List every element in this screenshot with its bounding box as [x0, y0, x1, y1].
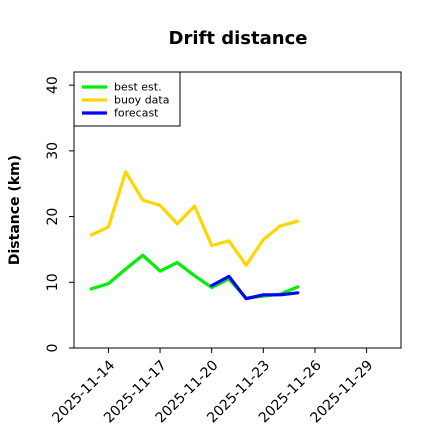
y-tick-label: 10: [45, 273, 61, 291]
series-line-best-est-: [91, 255, 298, 298]
x-axis: 2025-11-142025-11-172025-11-202025-11-23…: [49, 348, 376, 426]
y-axis-title: Distance (km): [7, 155, 23, 265]
y-tick-label: 20: [45, 208, 61, 226]
legend-label: forecast: [114, 107, 159, 120]
series-line-forecast: [212, 276, 298, 298]
legend-label: buoy data: [114, 94, 169, 107]
y-tick-label: 40: [45, 76, 61, 94]
series-line-buoy-data: [91, 172, 298, 265]
chart-title: Drift distance: [169, 28, 308, 49]
legend-label: best est.: [114, 81, 162, 94]
y-axis: 0 10 20 30 40: [45, 76, 74, 352]
y-tick-label: 0: [45, 344, 61, 353]
y-tick-label: 30: [45, 142, 61, 160]
series-layer: [91, 172, 298, 299]
